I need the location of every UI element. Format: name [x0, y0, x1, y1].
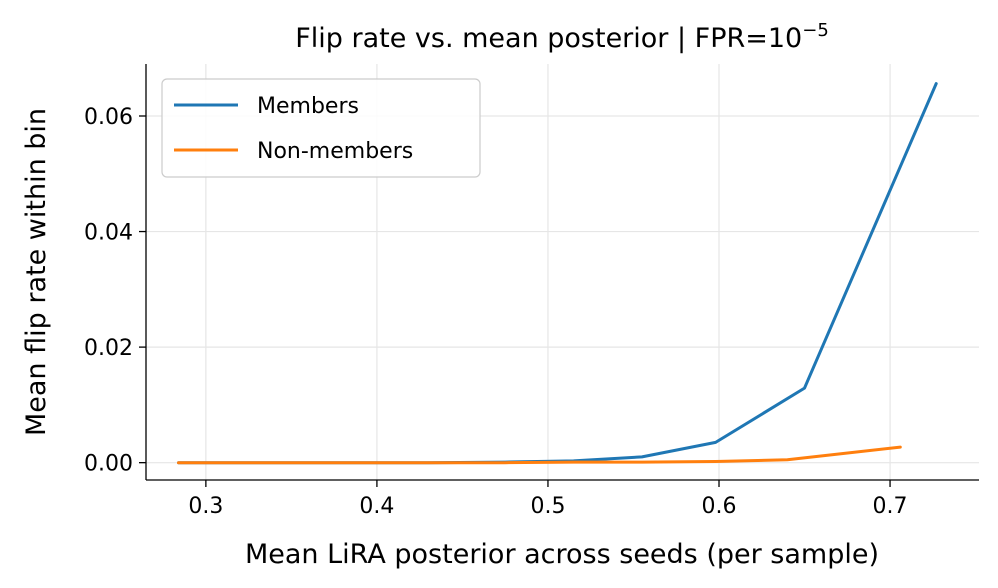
- x-tick-label: 0.5: [530, 494, 565, 519]
- y-tick-label: 0.06: [84, 105, 133, 130]
- x-tick-label: 0.7: [873, 494, 908, 519]
- series-line-non-members: [177, 445, 902, 465]
- chart-title: Flip rate vs. mean posterior | FPR=10−5: [295, 20, 829, 54]
- axes-spines: [145, 64, 979, 481]
- x-tick-label: 0.4: [359, 494, 394, 519]
- chart-title-main: Flip rate vs. mean posterior | FPR=10: [295, 23, 802, 54]
- y-tick-label: 0.04: [84, 221, 133, 246]
- y-tick-label: 0.02: [84, 336, 133, 361]
- y-tick-label: 0.00: [84, 452, 133, 477]
- legend-label: Members: [257, 94, 359, 119]
- x-tick-label: 0.6: [702, 494, 737, 519]
- y-axis-label: Mean flip rate within bin: [21, 108, 52, 436]
- legend-label: Non-members: [257, 139, 413, 164]
- legend-box: [161, 78, 481, 178]
- axis-ticks: 0.3 0.4 0.5 0.6 0.7 0.00 0.02 0.04 0.06: [84, 105, 908, 519]
- x-axis-label: Mean LiRA posterior across seeds (per sa…: [245, 539, 879, 570]
- series-lines: [177, 82, 938, 465]
- legend: Members Non-members: [161, 78, 481, 178]
- chart-title-superscript: −5: [802, 20, 829, 41]
- x-tick-label: 0.3: [188, 494, 223, 519]
